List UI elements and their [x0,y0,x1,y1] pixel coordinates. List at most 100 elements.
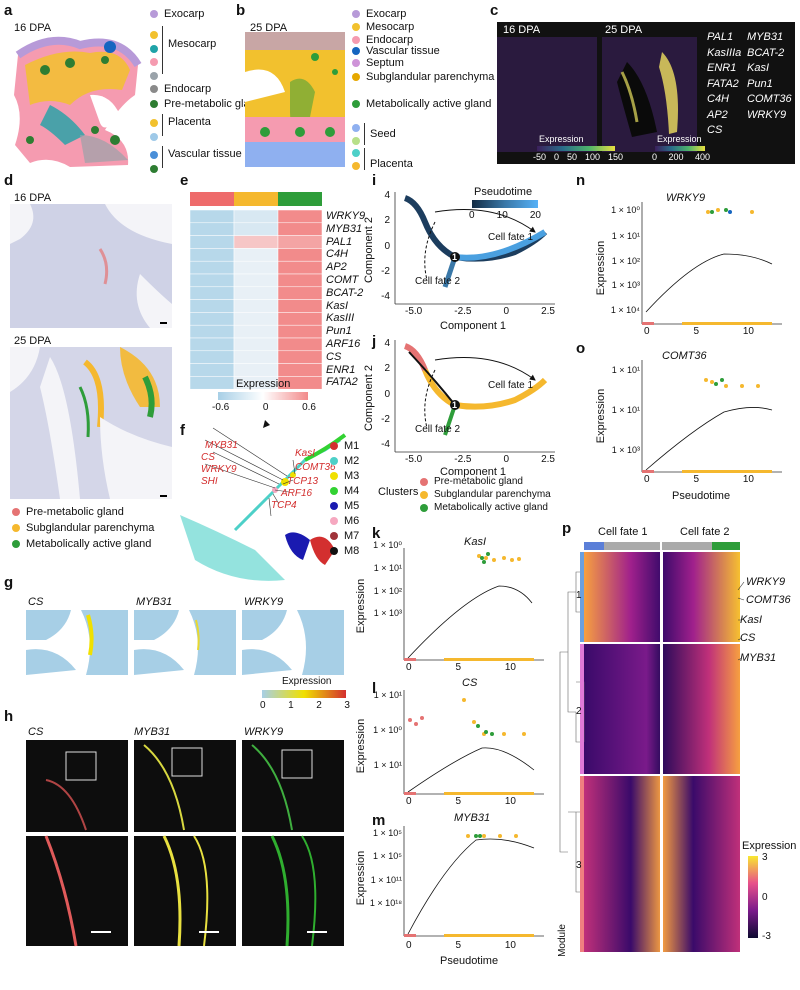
panel-g-gene-1: CS [28,596,44,608]
panel-b-label: b [236,2,246,19]
heatmap-cell [233,235,279,249]
heatmap-cell [233,260,279,275]
heatmap-cell [277,337,323,352]
panel-p-module-3: 3 [576,860,582,871]
panel-l-ylabel: Expression [355,718,368,774]
panel-j-plot [394,340,555,453]
panel-o-ylabel: Expression [595,388,608,444]
panel-b-stage: 25 DPA [250,22,288,34]
panel-i-label: i [372,172,377,189]
heatmap-cell [277,209,323,224]
heatmap-cell [277,363,323,377]
heatmap-cell [189,337,235,352]
panel-k-plot [403,548,544,661]
panel-j-ylabel: Component 2 [363,364,376,432]
panel-d-label: d [4,172,14,189]
panel-h-zoom-wrky9 [242,835,344,947]
panel-c-colorbar1-ticks: -50 0 50 100 150 [533,152,623,162]
panel-i-colorbar-title: Pseudotime [474,186,533,198]
panel-e-heatmap [189,192,323,420]
panel-l-yticks: 1 × 10¹ 1 × 10⁰ 1 × 10¹ [373,690,402,770]
panel-d-stage2: 25 DPA [14,335,52,347]
panel-h-fluor-wrky9 [242,740,344,832]
panel-c-colorbar2-title: Expression [657,134,702,144]
panel-j-clusters-title: Clusters [378,486,419,498]
panel-p-module-label: Module [556,924,568,957]
heatmap-cell [277,273,323,288]
heatmap-cell [277,286,323,300]
panel-g-label: g [4,574,14,591]
panel-h-zoom-myb31 [134,835,236,947]
panel-j-xlabel: Component 1 [440,466,507,478]
panel-i-fate1: Cell fate 1 [488,232,534,243]
panel-p-gene-labels: WRKY9 COMT36 KasI CS MYB31 [740,576,791,664]
panel-j-yticks: 4 2 0 -2 -4 [381,338,390,450]
panel-g-gene-2: MYB31 [136,596,173,608]
heatmap-cell [189,273,235,288]
panel-o-label: o [576,340,586,357]
panel-j-clusters-legend: Pre-metabolic gland Subglandular parench… [420,476,570,518]
panel-j-label: j [372,333,377,350]
panel-c-genes-col1: PAL1 KasIIIa ENR1 FATA2 C4H AP2 CS [707,31,742,136]
panel-o-xlabel: Pseudotime [672,490,731,502]
panel-i-yticks: 4 2 0 -2 -4 [381,190,390,302]
panel-m-plot [403,826,544,937]
panel-j-fate2: Cell fate 2 [415,424,461,435]
heatmap-cell [277,222,323,236]
panel-c-colorbar1-title: Expression [539,134,584,144]
panel-a-label: a [4,2,13,19]
heatmap-cell [233,248,279,262]
heatmap-cell [233,286,279,300]
panel-e-gene-labels: WRKY9 MYB31 PAL1 C4H AP2 COMT BCAT-2 KasI KasII… [326,210,366,389]
panel-h-fluor-myb31 [134,740,236,832]
panel-m-yticks: 1 × 10⁵ 1 × 10⁵ 1 × 10¹¹ 1 × 10¹⁸ [369,828,402,908]
heatmap-cell [189,299,235,313]
panel-i-plot [394,192,555,305]
heatmap-cell [189,312,235,326]
panel-i-colorbar [472,200,538,208]
panel-m-ylabel: Expression [355,850,368,906]
panel-h-gene-1: CS [28,726,44,738]
panel-g-map-cs [26,610,128,675]
panel-d-histology-25dpa [10,347,172,499]
panel-b-legend: Exocarp Mesocarp Endocarp Vascular tissu… [352,8,494,170]
panel-j-fate1: Cell fate 1 [488,380,534,391]
panel-d-legend: Pre-metabolic gland Subglandular parench… [12,506,182,554]
panel-e-colorbar [218,392,308,400]
heatmap-cell [233,273,279,288]
panel-o-xticks: 0 5 10 [644,474,754,485]
panel-l-plot [403,690,544,795]
panel-a-legend: Exocarp Mesocarp Endocarp Pre-metabolic … [150,8,262,173]
panel-n-ylabel: Expression [595,240,608,296]
panel-i-xticks: -5.0 -2.5 0 2.5 [405,306,555,317]
panel-f-label: f [180,422,185,439]
panel-l-gene: CS [462,677,478,689]
heatmap-cell [189,286,235,300]
panel-h-zoom-cs [26,835,128,947]
panel-c-genes-col2: MYB31 BCAT-2 KasI Pun1 COMT36 WRKY9 [747,31,792,121]
heatmap-cell [189,350,235,364]
panel-p-module-2: 2 [576,706,582,717]
panel-k-label: k [372,525,381,542]
panel-d-scalebar-1 [160,322,167,324]
heatmap-cell [189,324,235,339]
panel-g-map-myb31 [134,610,236,675]
panel-n-yticks: 1 × 10⁰ 1 × 10¹ 1 × 10² 1 × 10³ 1 × 10⁴ [610,205,640,315]
panel-f-network [180,420,347,581]
heatmap-cell [277,260,323,275]
heatmap-cell [233,299,279,313]
panel-c-label: c [490,2,499,19]
panel-i-xlabel: Component 1 [440,320,507,332]
panel-f-gene-labels: MYB31 CS WRKY9 SHI KasI COMT36 TCP13 ARF… [201,440,336,511]
panel-h-fluor-cs [26,740,128,832]
heatmap-cell [189,260,235,275]
panel-n-gene: WRKY9 [666,192,706,204]
panel-b-tissue-map [245,32,345,167]
panel-p-fate2: Cell fate 2 [680,526,730,538]
panel-h-gene-2: MYB31 [134,726,171,738]
panel-m-label: m [372,812,386,829]
panel-e-label: e [180,172,189,189]
heatmap-cell [233,222,279,236]
panel-p-label: p [562,520,572,537]
panel-l-label: l [372,680,377,697]
